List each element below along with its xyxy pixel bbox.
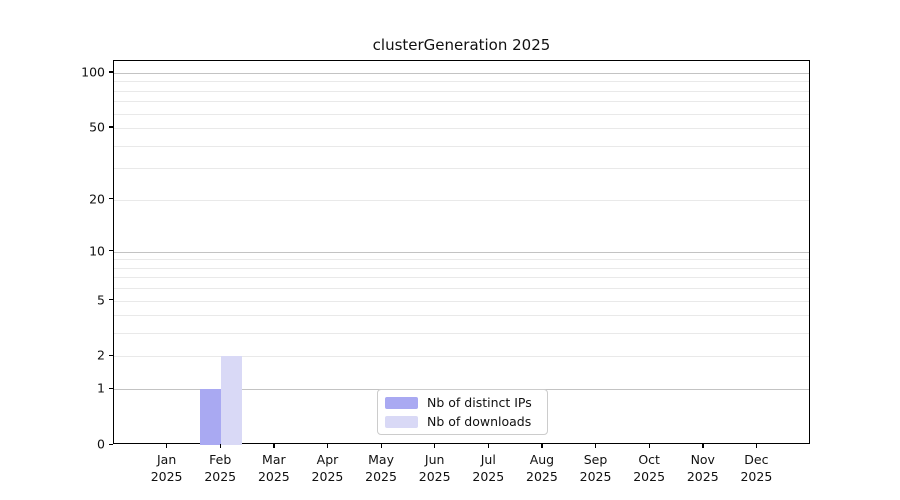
y-tick-mark bbox=[109, 71, 113, 73]
y-tick-label: 5 bbox=[97, 292, 105, 308]
x-tick-label-may: May 2025 bbox=[365, 452, 397, 484]
x-tick-label-feb: Feb 2025 bbox=[204, 452, 237, 484]
major-gridline bbox=[114, 251, 809, 253]
x-tick-mark bbox=[595, 444, 597, 448]
x-tick-label-aug: Aug 2025 bbox=[526, 452, 558, 484]
x-tick-mark bbox=[541, 444, 543, 448]
bar-distinct-ips-feb bbox=[200, 389, 222, 445]
minor-gridline bbox=[114, 259, 809, 261]
y-tick-label: 20 bbox=[89, 191, 105, 206]
major-gridline bbox=[114, 72, 809, 74]
minor-gridline bbox=[114, 145, 809, 147]
y-tick-label: 10 bbox=[89, 243, 105, 259]
y-tick-label: 100 bbox=[81, 64, 105, 80]
minor-gridline bbox=[114, 127, 809, 129]
y-tick-mark bbox=[109, 250, 113, 252]
x-tick-label-dec: Dec 2025 bbox=[740, 452, 773, 484]
legend-item-distinct-ips: Nb of distinct IPs bbox=[385, 395, 539, 410]
x-tick-mark bbox=[487, 444, 490, 448]
x-tick-mark bbox=[166, 444, 168, 448]
minor-gridline bbox=[114, 81, 809, 83]
x-tick-label-nov: Nov 2025 bbox=[686, 452, 719, 484]
y-tick-label: 1 bbox=[97, 380, 105, 396]
minor-gridline bbox=[114, 113, 809, 115]
x-tick-mark bbox=[434, 444, 436, 448]
legend-swatch-downloads bbox=[385, 415, 418, 428]
x-tick-mark bbox=[273, 444, 275, 448]
y-tick-label: 50 bbox=[89, 119, 105, 135]
legend-item-downloads: Nb of downloads bbox=[385, 414, 539, 429]
x-tick-mark bbox=[648, 444, 650, 448]
plot-area bbox=[113, 60, 810, 445]
x-tick-label-oct: Oct 2025 bbox=[633, 452, 666, 484]
x-tick-mark bbox=[219, 444, 222, 448]
x-tick-label-sep: Sep 2025 bbox=[579, 452, 612, 484]
minor-gridline bbox=[114, 199, 809, 201]
legend-swatch-distinct-ips bbox=[385, 396, 418, 409]
x-tick-label-jul: Jul 2025 bbox=[472, 452, 505, 484]
minor-gridline bbox=[114, 267, 809, 269]
y-tick-mark bbox=[109, 387, 113, 389]
legend: Nb of distinct IPs Nb of downloads bbox=[377, 389, 548, 435]
x-tick-label-apr: Apr 2025 bbox=[311, 452, 344, 484]
y-tick-label: 0 bbox=[97, 436, 105, 452]
y-tick-mark bbox=[109, 354, 113, 357]
minor-gridline bbox=[114, 356, 809, 358]
x-tick-mark bbox=[702, 444, 704, 448]
x-tick-label-jan: Jan 2025 bbox=[150, 452, 183, 484]
minor-gridline bbox=[114, 101, 809, 103]
x-tick-mark bbox=[380, 444, 382, 448]
minor-gridline bbox=[114, 277, 809, 279]
minor-gridline bbox=[114, 333, 809, 335]
y-tick-mark bbox=[109, 126, 113, 128]
x-tick-mark bbox=[326, 444, 329, 448]
minor-gridline bbox=[114, 168, 809, 170]
legend-label-downloads: Nb of downloads bbox=[427, 414, 532, 429]
minor-gridline bbox=[114, 288, 809, 290]
y-tick-mark bbox=[109, 443, 113, 445]
bar-downloads-feb bbox=[221, 356, 243, 445]
minor-gridline bbox=[114, 90, 809, 92]
y-tick-mark bbox=[109, 299, 113, 301]
legend-label-distinct-ips: Nb of distinct IPs bbox=[427, 395, 532, 410]
y-tick-label: 2 bbox=[97, 347, 105, 363]
x-tick-label-jun: Jun 2025 bbox=[418, 452, 451, 484]
chart-title: clusterGeneration 2025 bbox=[372, 36, 551, 54]
y-tick-mark bbox=[109, 198, 113, 200]
x-tick-mark bbox=[755, 444, 758, 448]
minor-gridline bbox=[114, 300, 809, 302]
x-tick-label-mar: Mar 2025 bbox=[257, 452, 290, 484]
minor-gridline bbox=[114, 315, 809, 317]
